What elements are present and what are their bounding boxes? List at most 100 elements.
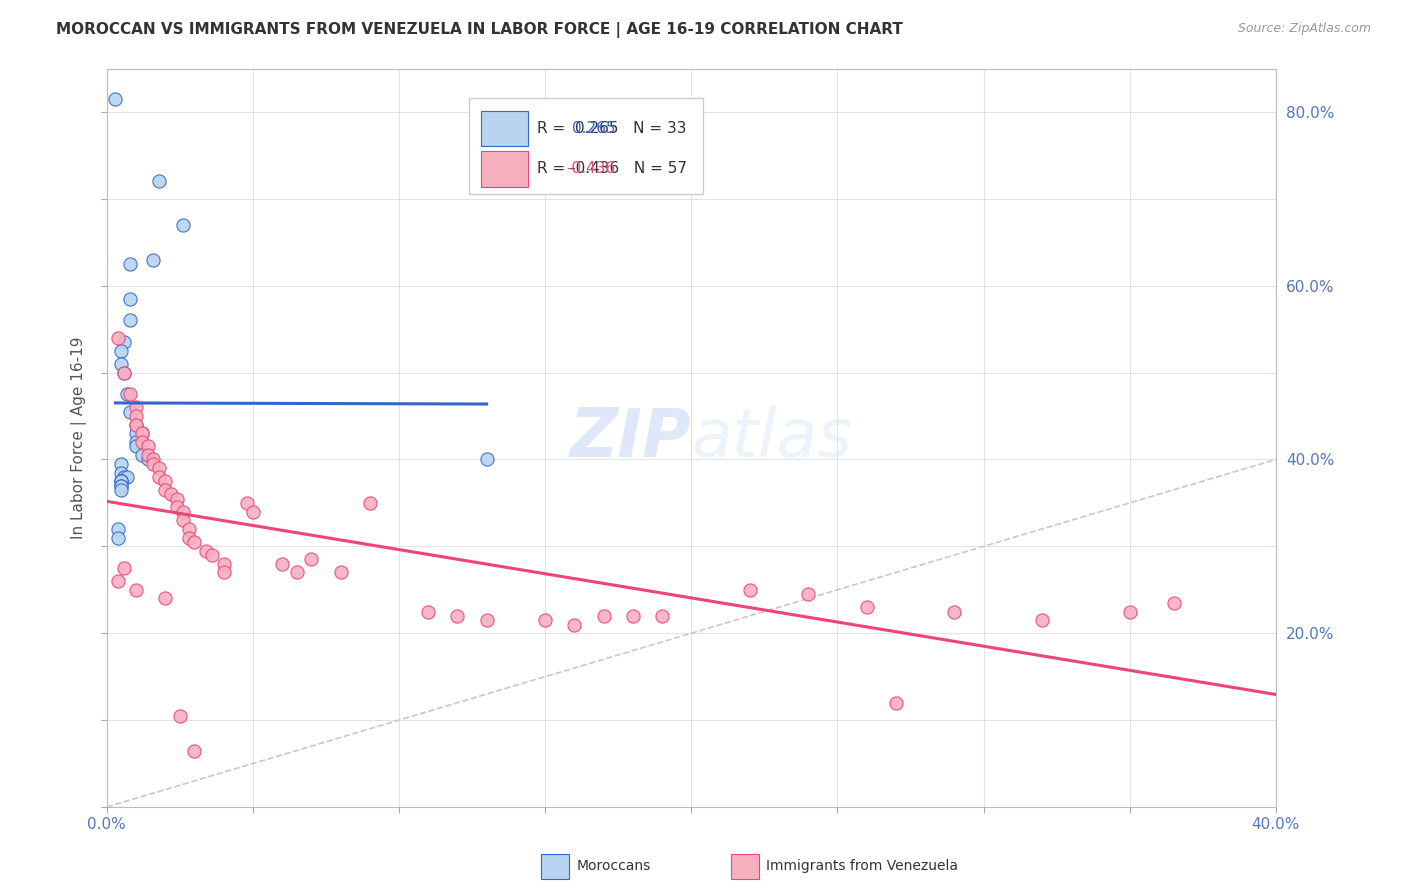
Point: [112, 335, 135, 350]
Point: [242, 505, 264, 519]
Point: [166, 491, 188, 506]
Point: [110, 474, 132, 488]
Point: [212, 566, 235, 580]
Point: [112, 366, 135, 380]
Point: [475, 452, 498, 467]
Text: Source: ZipAtlas.com: Source: ZipAtlas.com: [1237, 22, 1371, 36]
Point: [183, 535, 205, 549]
FancyBboxPatch shape: [481, 152, 527, 186]
Point: [125, 409, 148, 423]
Point: [125, 435, 148, 450]
Point: [131, 448, 153, 462]
Point: [418, 605, 440, 619]
Point: [1163, 596, 1185, 610]
Point: [172, 218, 194, 232]
Point: [131, 426, 153, 441]
Point: [153, 591, 176, 606]
Point: [236, 496, 259, 510]
Point: [110, 474, 132, 488]
Text: Immigrants from Venezuela: Immigrants from Venezuela: [766, 859, 959, 873]
Point: [125, 417, 148, 432]
Point: [104, 92, 127, 106]
Point: [1118, 605, 1140, 619]
Point: [148, 470, 170, 484]
Point: [855, 600, 877, 615]
Point: [212, 557, 235, 571]
Point: [125, 426, 148, 441]
Text: R = -0.436   N = 57: R = -0.436 N = 57: [537, 161, 688, 177]
Text: ZIP: ZIP: [569, 405, 692, 471]
Point: [177, 522, 200, 536]
Point: [142, 252, 165, 267]
Point: [125, 417, 148, 432]
Point: [120, 387, 142, 401]
Point: [120, 405, 142, 419]
Point: [651, 608, 673, 623]
Point: [534, 613, 557, 627]
Point: [125, 582, 148, 597]
Text: atlas: atlas: [692, 405, 852, 471]
Y-axis label: In Labor Force | Age 16-19: In Labor Force | Age 16-19: [72, 336, 87, 539]
Point: [177, 531, 200, 545]
Point: [562, 617, 585, 632]
Point: [475, 613, 498, 627]
Point: [172, 505, 194, 519]
Point: [112, 470, 135, 484]
Point: [592, 608, 614, 623]
Text: Moroccans: Moroccans: [576, 859, 651, 873]
Point: [299, 552, 322, 566]
Point: [166, 500, 188, 515]
Point: [115, 387, 138, 401]
Text: -0.436: -0.436: [567, 161, 616, 177]
Point: [107, 574, 129, 588]
FancyBboxPatch shape: [481, 111, 527, 146]
Point: [884, 696, 907, 710]
Point: [943, 605, 966, 619]
Point: [110, 466, 132, 480]
Point: [1031, 613, 1053, 627]
Point: [797, 587, 820, 601]
Point: [621, 608, 644, 623]
Point: [195, 543, 218, 558]
Point: [359, 496, 381, 510]
Point: [136, 452, 159, 467]
Point: [446, 608, 468, 623]
Point: [120, 292, 142, 306]
Point: [110, 343, 132, 358]
Point: [120, 257, 142, 271]
Text: 0.265: 0.265: [572, 120, 616, 136]
Point: [148, 461, 170, 475]
Point: [153, 483, 176, 497]
Point: [110, 478, 132, 492]
Point: [115, 470, 138, 484]
Point: [142, 457, 165, 471]
Point: [110, 457, 132, 471]
Point: [160, 487, 183, 501]
Text: R =  0.265   N = 33: R = 0.265 N = 33: [537, 120, 686, 136]
Point: [107, 331, 129, 345]
Point: [271, 557, 294, 571]
Point: [201, 548, 224, 562]
Point: [110, 357, 132, 371]
Point: [148, 174, 170, 188]
Point: [142, 452, 165, 467]
Point: [107, 531, 129, 545]
Point: [125, 401, 148, 415]
Point: [136, 439, 159, 453]
Point: [110, 483, 132, 497]
Text: MOROCCAN VS IMMIGRANTS FROM VENEZUELA IN LABOR FORCE | AGE 16-19 CORRELATION CHA: MOROCCAN VS IMMIGRANTS FROM VENEZUELA IN…: [56, 22, 903, 38]
Point: [153, 474, 176, 488]
Point: [131, 426, 153, 441]
Point: [183, 743, 205, 757]
Point: [112, 366, 135, 380]
Point: [110, 474, 132, 488]
Point: [738, 582, 761, 597]
Point: [120, 313, 142, 327]
Point: [125, 439, 148, 453]
Point: [172, 513, 194, 527]
Point: [329, 566, 352, 580]
Point: [107, 522, 129, 536]
Point: [136, 448, 159, 462]
Point: [112, 561, 135, 575]
Point: [285, 566, 308, 580]
